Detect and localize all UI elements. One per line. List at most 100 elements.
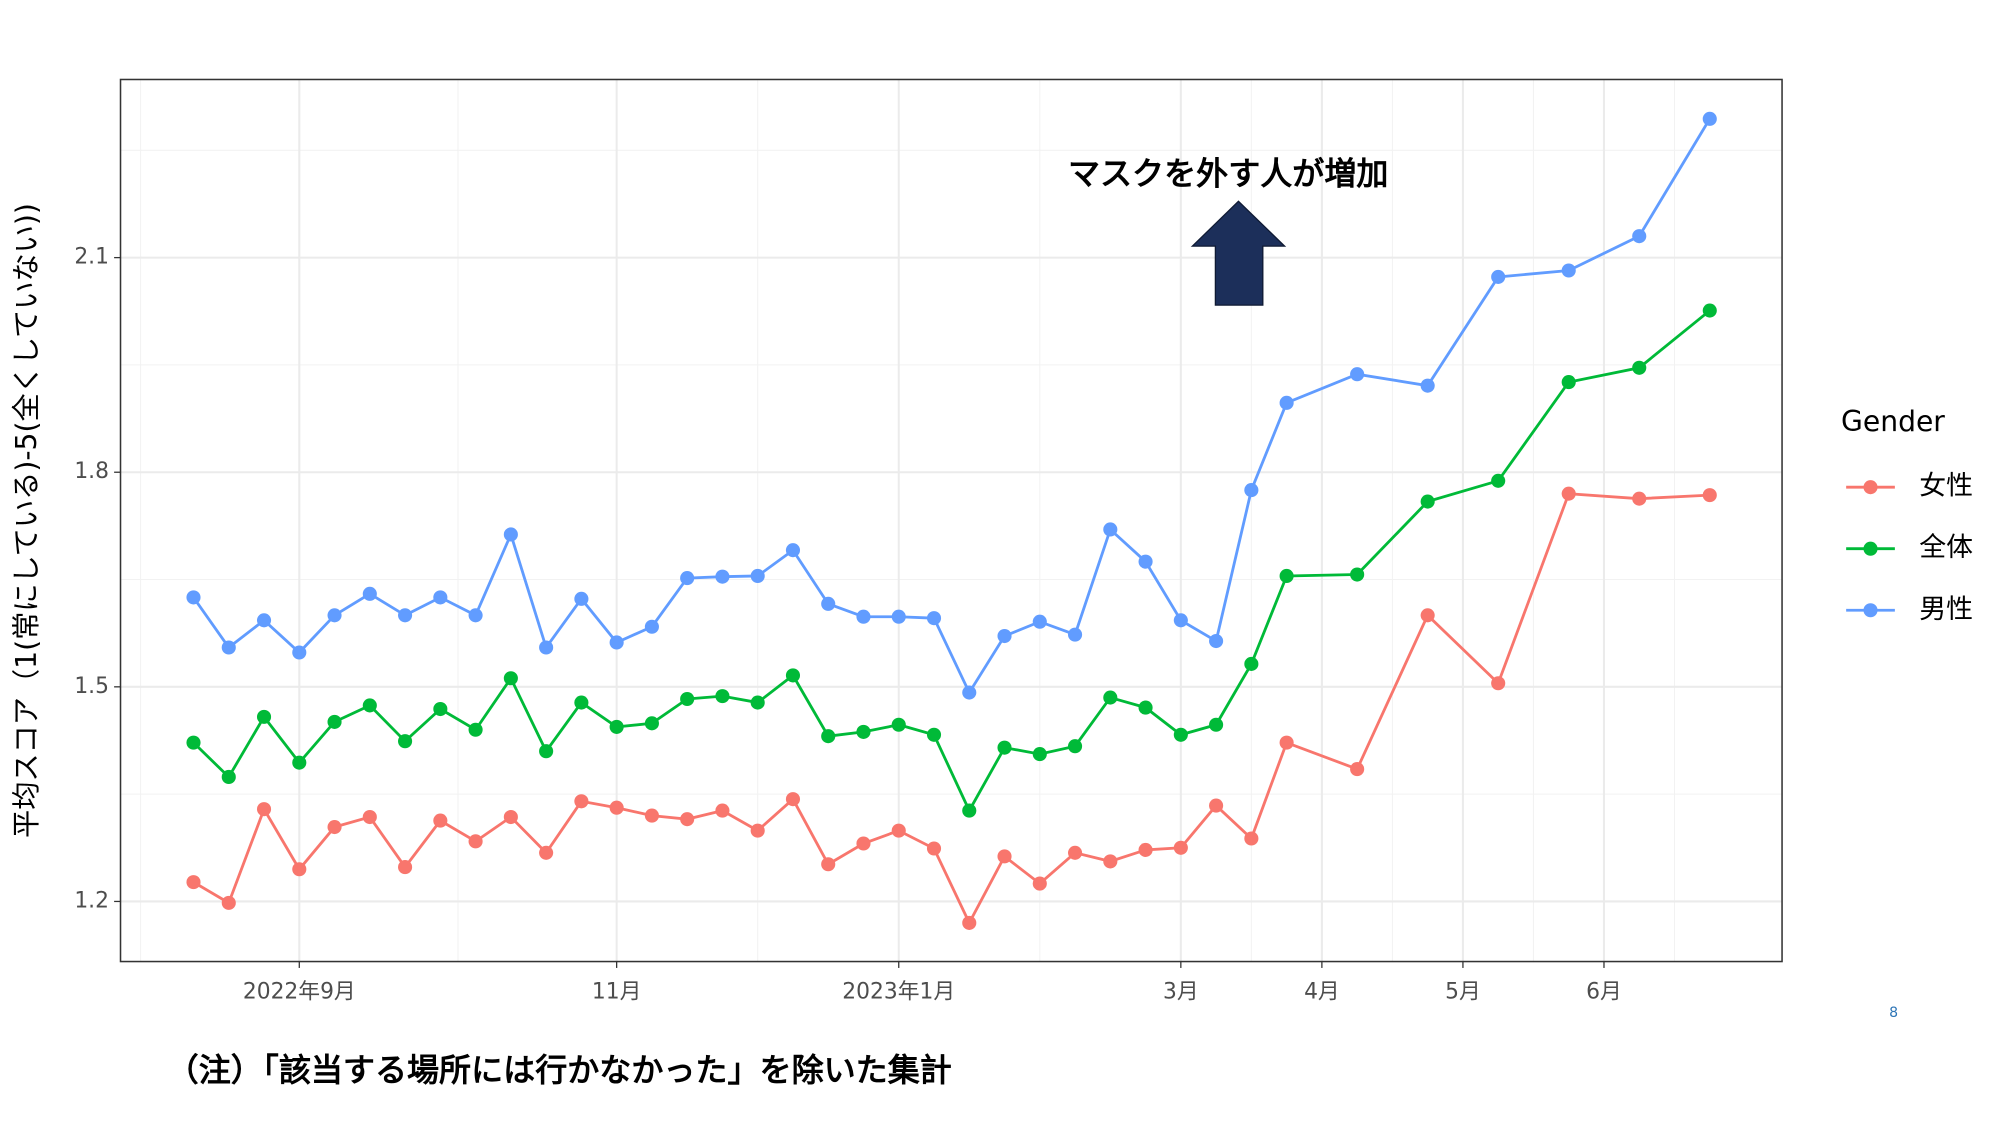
data-point [503,809,518,825]
data-point [398,608,413,623]
data-point [891,717,906,732]
data-point [1561,263,1576,278]
data-point [609,719,624,734]
data-point [1279,735,1294,750]
data-point [1209,634,1224,649]
data-point [715,803,730,818]
data-point [891,609,906,624]
data-point [186,735,201,750]
data-point [644,716,659,731]
data-point [1420,608,1435,623]
y-axis-label: 平均スコア（1(常にしている)-5(全くしていない)) [10,203,43,838]
data-point [1173,840,1188,855]
data-point [1702,111,1717,126]
data-point [503,527,518,542]
legend-label: 全体 [1919,532,1973,563]
data-point [1491,473,1506,488]
data-point [609,635,624,650]
data-point [1209,798,1224,813]
data-point [1138,700,1153,715]
data-point [503,671,518,686]
data-point [1632,229,1647,244]
data-point [856,609,871,624]
x-tick-label: 3月 [1163,979,1199,1004]
data-point [327,819,342,835]
data-point [292,862,307,877]
data-point [750,823,765,838]
data-point [221,640,236,655]
x-tick-label: 2022年9月 [243,979,356,1004]
data-point [468,608,483,623]
data-point [680,691,695,707]
data-point [856,836,871,851]
data-point [221,895,236,910]
data-point [362,586,377,601]
data-point [1350,567,1365,582]
legend-label: 男性 [1919,594,1973,625]
data-point [1491,269,1506,284]
data-point [926,611,942,626]
series-line [192,492,1710,927]
data-point [539,744,554,759]
data-point [1173,613,1188,628]
legend-marker [1863,541,1878,556]
data-point [785,668,801,683]
panel-border [119,78,1783,963]
data-point [750,695,765,710]
data-point [1420,378,1435,393]
data-point [1138,842,1153,857]
data-point [1067,739,1083,754]
x-tick-label: 4月 [1304,979,1340,1004]
data-point [1067,627,1083,642]
legend-title: Gender [1841,405,1945,438]
data-point [1420,494,1435,509]
data-point [1103,854,1118,869]
data-point [433,590,448,605]
data-point [327,714,342,729]
page-number: 8 [1889,1005,1898,1021]
data-point [398,860,413,875]
series-line [192,309,1711,814]
data-point [891,823,906,838]
data-point [1138,554,1153,569]
legend-marker [1863,603,1878,618]
data-point [997,849,1012,864]
data-point [997,740,1012,755]
data-point [433,813,448,828]
y-tick-label: 1.8 [74,459,109,484]
data-point [962,685,977,700]
data-point [821,857,836,872]
data-point [362,698,377,713]
data-point [1632,360,1647,375]
data-point [1173,727,1188,742]
data-point [433,701,448,717]
data-point [1032,614,1047,629]
data-point [609,800,624,815]
data-point [468,834,483,849]
y-tick-label: 1.2 [74,888,109,913]
data-point [1350,762,1365,777]
data-point [468,722,483,737]
data-point [856,724,871,739]
data-point [926,727,942,742]
data-point [644,619,659,634]
data-point [1244,483,1259,498]
x-tick-label: 6月 [1586,979,1622,1004]
data-point [256,802,272,817]
data-point [680,812,695,827]
data-point [785,543,801,558]
data-point [962,803,977,818]
data-point [1279,568,1294,584]
data-point [1491,676,1506,691]
data-point [539,640,554,655]
data-point [1632,491,1647,506]
data-point [680,571,695,586]
data-point [1032,747,1047,762]
annotation: マスクを外す人が増加 [1068,155,1388,193]
data-point [1561,375,1576,390]
data-point [292,645,307,660]
legend-label: 女性 [1919,471,1973,502]
data-point [644,808,659,823]
